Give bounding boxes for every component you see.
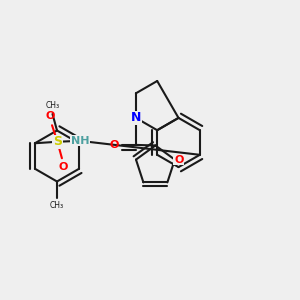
Text: CH₃: CH₃ xyxy=(45,101,60,110)
Text: O: O xyxy=(59,162,68,172)
Text: O: O xyxy=(46,111,55,121)
Text: O: O xyxy=(174,154,183,165)
Text: O: O xyxy=(110,140,119,150)
Text: NH: NH xyxy=(71,136,89,146)
Text: S: S xyxy=(53,135,62,148)
Text: CH₃: CH₃ xyxy=(50,201,64,210)
Text: N: N xyxy=(131,111,141,124)
